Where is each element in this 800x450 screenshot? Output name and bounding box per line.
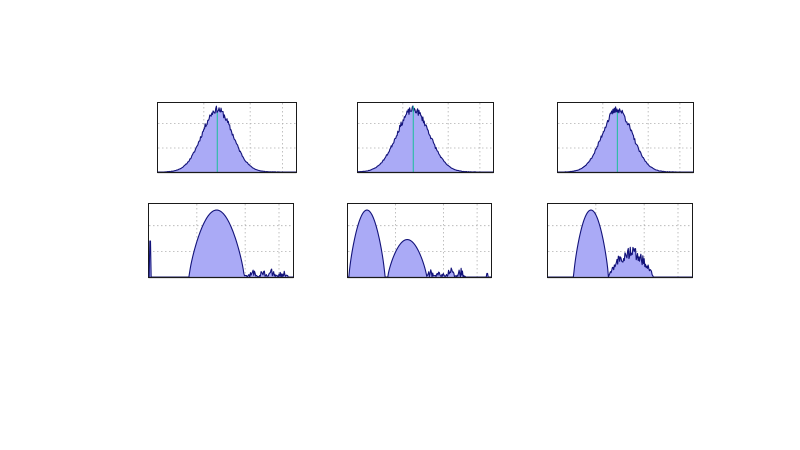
distribution-area	[148, 210, 294, 277]
distribution-area	[357, 106, 494, 172]
distribution-area	[347, 210, 492, 277]
histogram-panel-r2c3	[547, 203, 693, 279]
distribution-outline	[157, 105, 297, 173]
histogram-panel-r2c2	[347, 203, 492, 279]
histogram-panel-r2c1	[148, 203, 294, 279]
distribution-outline	[357, 105, 494, 173]
histogram-panel-r1c1	[157, 102, 297, 174]
histogram-panel-r1c3	[557, 102, 694, 174]
distribution-area	[557, 106, 694, 172]
histogram-panel-r1c2	[357, 102, 494, 174]
distribution-area	[547, 210, 693, 277]
